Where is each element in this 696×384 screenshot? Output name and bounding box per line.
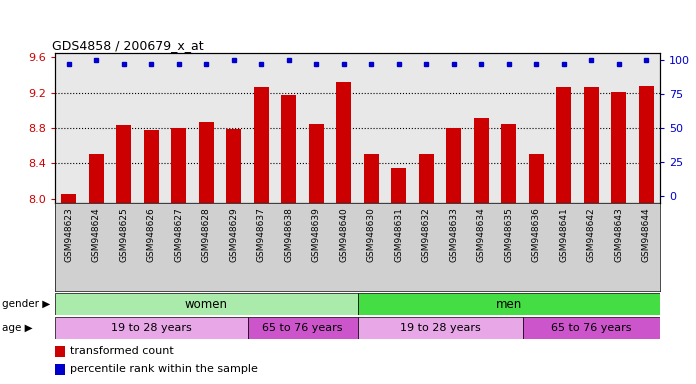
Text: GSM948623: GSM948623 <box>64 207 73 262</box>
Text: GSM948643: GSM948643 <box>615 207 623 262</box>
Bar <box>639 86 654 203</box>
Text: GSM948641: GSM948641 <box>560 207 568 262</box>
Bar <box>523 317 660 339</box>
Text: age ▶: age ▶ <box>2 323 33 333</box>
Bar <box>116 125 132 203</box>
Text: men: men <box>496 298 522 311</box>
Text: GSM948638: GSM948638 <box>284 207 293 262</box>
Text: GSM948639: GSM948639 <box>312 207 321 262</box>
Bar <box>61 194 77 203</box>
Bar <box>529 154 544 203</box>
Bar <box>55 293 358 315</box>
Bar <box>501 124 516 203</box>
Text: GSM948635: GSM948635 <box>504 207 513 262</box>
Text: GSM948640: GSM948640 <box>339 207 348 262</box>
Bar <box>391 168 406 203</box>
Bar <box>248 317 358 339</box>
Bar <box>611 92 626 203</box>
Text: transformed count: transformed count <box>70 346 174 356</box>
Text: GSM948634: GSM948634 <box>477 207 486 262</box>
Text: GSM948637: GSM948637 <box>257 207 266 262</box>
Text: GSM948631: GSM948631 <box>394 207 403 262</box>
Bar <box>281 95 296 203</box>
Bar <box>336 82 351 203</box>
Bar <box>474 118 489 203</box>
Bar <box>358 293 660 315</box>
Text: GSM948626: GSM948626 <box>147 207 156 262</box>
Bar <box>171 128 187 203</box>
Bar <box>88 154 104 203</box>
Text: GSM948632: GSM948632 <box>422 207 431 262</box>
Text: GSM948627: GSM948627 <box>174 207 183 262</box>
Text: GSM948642: GSM948642 <box>587 207 596 262</box>
Bar <box>55 346 65 357</box>
Text: GSM948636: GSM948636 <box>532 207 541 262</box>
Text: GSM948628: GSM948628 <box>202 207 211 262</box>
Text: GSM948629: GSM948629 <box>229 207 238 262</box>
Bar <box>309 124 324 203</box>
Text: GSM948644: GSM948644 <box>642 207 651 262</box>
Text: percentile rank within the sample: percentile rank within the sample <box>70 364 258 374</box>
Text: 65 to 76 years: 65 to 76 years <box>262 323 342 333</box>
Text: GDS4858 / 200679_x_at: GDS4858 / 200679_x_at <box>52 39 204 52</box>
Text: GSM948633: GSM948633 <box>449 207 458 262</box>
Bar <box>55 364 65 375</box>
Bar <box>143 130 159 203</box>
Bar <box>253 88 269 203</box>
Text: GSM948624: GSM948624 <box>92 207 101 262</box>
Bar <box>584 88 599 203</box>
Bar <box>358 317 523 339</box>
Bar <box>55 317 248 339</box>
Bar <box>198 122 214 203</box>
Bar <box>364 154 379 203</box>
Text: women: women <box>184 298 228 311</box>
Text: GSM948630: GSM948630 <box>367 207 376 262</box>
Bar <box>226 129 242 203</box>
Bar <box>556 88 571 203</box>
Text: GSM948625: GSM948625 <box>119 207 128 262</box>
Bar <box>446 128 461 203</box>
Text: 65 to 76 years: 65 to 76 years <box>551 323 631 333</box>
Text: 19 to 28 years: 19 to 28 years <box>111 323 191 333</box>
Text: 19 to 28 years: 19 to 28 years <box>400 323 480 333</box>
Text: gender ▶: gender ▶ <box>2 299 50 309</box>
Bar <box>419 154 434 203</box>
